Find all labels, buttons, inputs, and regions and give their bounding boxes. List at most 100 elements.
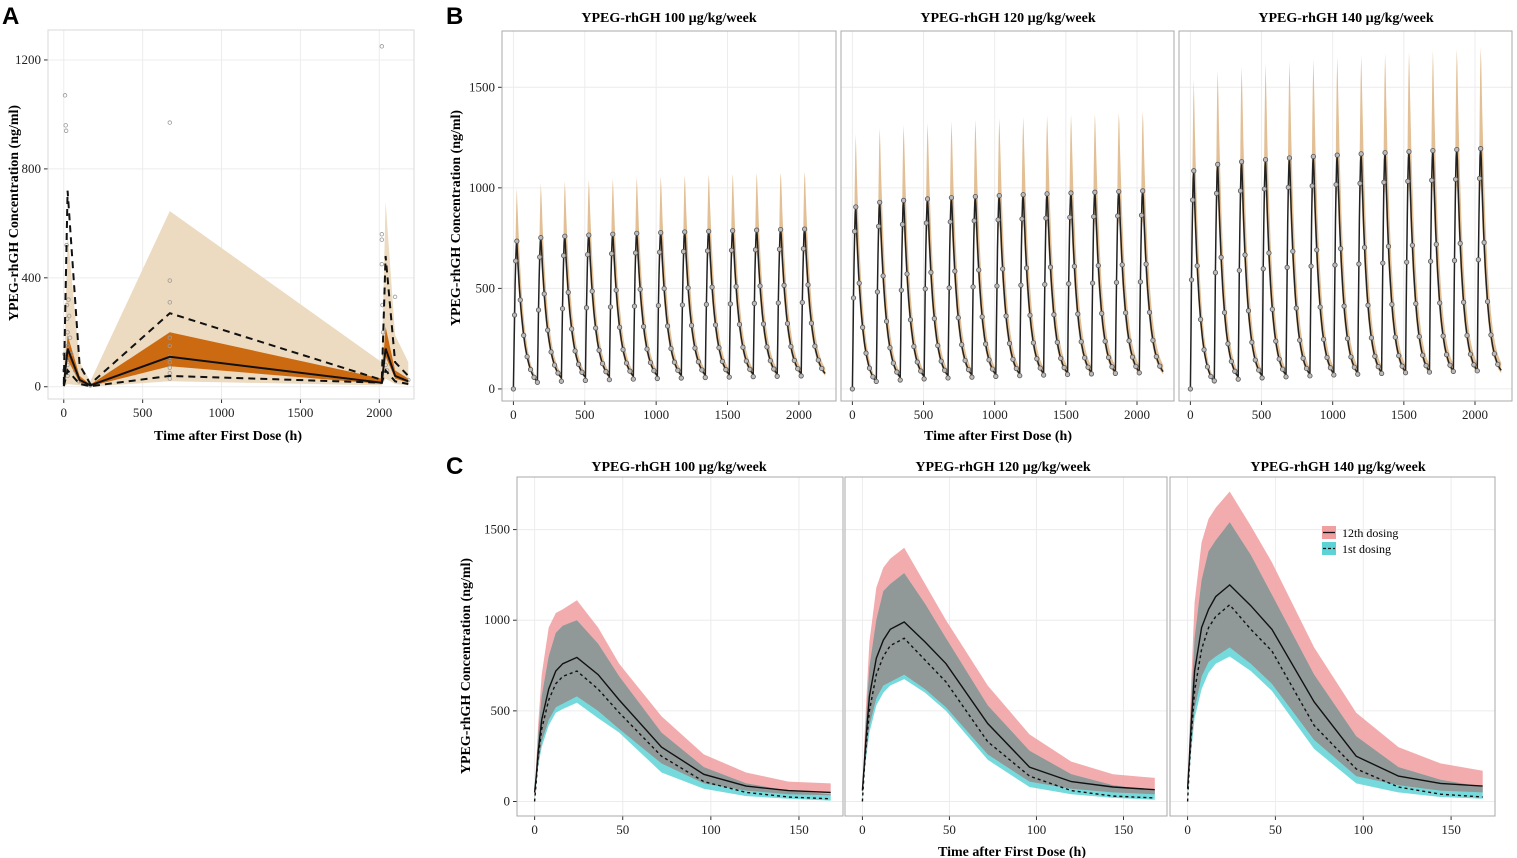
panel-b-title-120: YPEG-rhGH 120 µg/kg/week	[920, 11, 1096, 26]
panel-b-facet-3-observed-point	[1450, 368, 1456, 375]
panel-b-facet-3-observed-point	[1239, 159, 1245, 165]
panel-a-median-line	[62, 348, 409, 387]
panel-b-facet-1-observed-point	[596, 347, 602, 353]
panel-b-facet-1-observed-point	[815, 357, 821, 363]
panel-b-facet-3-observed-point	[1236, 267, 1242, 274]
panel-b-facet-2-observed-point	[874, 289, 881, 295]
panel-b-facet-1-observed-point	[620, 347, 626, 353]
panel-b-facet-2-observed-point	[894, 369, 900, 375]
panel-b-facet-2-observed-point	[1137, 279, 1144, 285]
panel-b-facet-1-observed-point	[531, 374, 537, 380]
panel-b-facet-3-observed-point	[1420, 352, 1426, 358]
panel-b-facet-3-observed-point	[1314, 247, 1320, 253]
panel-a-observed-point	[63, 123, 68, 128]
panel-a-ylabel: YPEG-rhGH Concentration (ng/ml)	[7, 105, 22, 322]
panel-b-facet-2-observed-point	[1140, 188, 1146, 194]
panel-b-facet-2-observed-point	[1099, 310, 1105, 317]
panel-b-facet-1-observed-point	[754, 227, 760, 233]
panel-b-facet-2-observed-point	[1000, 266, 1006, 272]
panel-b-facet-2-observed-point	[1067, 214, 1073, 220]
panel-b-facet-3-observed-point	[1429, 177, 1435, 183]
panel-b-facet-1-observed-point	[682, 229, 688, 235]
panel-b-facet-1-observed-point	[661, 285, 667, 292]
panel-b-facet-3-observed-point	[1333, 181, 1339, 188]
panel-b-facet-1-observed-point	[716, 345, 722, 351]
panel-b-facet-1-observed-point	[634, 230, 640, 236]
panel-b-facet-3-observed-point	[1290, 248, 1296, 254]
panel-a-x-tick-label: 500	[133, 405, 153, 420]
panel-b-facet-1-observed-point	[555, 370, 561, 376]
panel-b-facet-3-observed-point	[1440, 333, 1446, 339]
panel-b-facet-2-observed-point	[1153, 354, 1159, 360]
panel-b-facet-2-observed-point	[1116, 188, 1122, 195]
panel-c-facet-2-x-tick-label: 0	[859, 822, 866, 837]
panel-b-facet-1-observed-point	[541, 291, 547, 297]
panel-b-facet-1-observed-point	[771, 366, 777, 372]
panel-a-observed-point	[167, 300, 172, 305]
panel-b-facet-2-observed-point	[1047, 264, 1054, 270]
panel-c-facet-3-median-12th	[1186, 583, 1483, 789]
panel-b-facet-1-y-tick-label: 500	[476, 280, 496, 295]
panel-b-facet-3-observed-point	[1365, 302, 1371, 308]
panel-b-facet-3-observed-point	[1303, 365, 1310, 372]
panel-b-facet-1-observed-point	[808, 320, 815, 326]
panel-b-facet-2-observed-point	[1136, 370, 1142, 376]
panel-b-facet-3-observed-point	[1341, 303, 1347, 309]
panel-b-facet-3-observed-point	[1495, 361, 1501, 367]
panel-a-chart: 0 500 1000 1500 2000 0 400 800 1200	[15, 29, 415, 420]
panel-b-facet-3-observed-point	[1194, 263, 1200, 269]
panel-b-facet-1-observed-point	[589, 288, 595, 294]
panel-b-facet-1-observed-point	[767, 358, 773, 364]
panel-b-facet-2-observed-point	[993, 373, 999, 379]
panel-b-facet-1-observed-point	[752, 247, 759, 253]
panel-b-facet-2-observed-point	[946, 285, 952, 291]
panel-b-facet-1-observed-point	[644, 346, 650, 352]
panel-c-title-140: YPEG-rhGH 140 µg/kg/week	[1250, 460, 1426, 475]
panel-b-facet-3-observed-point	[1245, 308, 1252, 314]
panel-b-facet-2-observed-point	[1143, 261, 1149, 267]
panel-b-facet-2-observed-point	[1058, 355, 1064, 361]
panel-a-observed-point	[379, 237, 385, 242]
panel-b-facet-3-observed-point	[1273, 338, 1279, 344]
panel-b-facet-1-observed-point	[582, 377, 588, 383]
panel-b-facet-3-observed-point	[1344, 335, 1351, 342]
panel-b-facet-1-observed-point	[740, 344, 746, 350]
panel-b-facet-2-observed-point	[1020, 192, 1026, 198]
panel-b-facet-3-observed-point	[1423, 363, 1429, 369]
panel-b-facet-1-observed-point	[723, 367, 729, 373]
panel-a-observed-point	[167, 360, 172, 365]
panel-b-facet-3-observed-point	[1385, 243, 1392, 249]
panel-b-facet-2-observed-point	[971, 218, 977, 224]
panel-b-facet-2-observed-point	[1085, 364, 1091, 370]
panel-b-facet-2-observed-point	[935, 342, 941, 349]
panel-a-observed-point	[392, 294, 398, 300]
panel-a-observed-point	[66, 313, 72, 319]
panel-b-facet-2-x-tick-label: 500	[914, 407, 934, 422]
panel-b-facet-2-observed-point	[1054, 339, 1060, 345]
panel-b-facet-2-observed-point	[959, 342, 965, 348]
panel-b-facet-3-observed-point	[1320, 336, 1327, 342]
panel-b-facet-1-observed-point	[702, 374, 708, 381]
panel-b-facet-3-x-tick-label: 2000	[1462, 407, 1488, 422]
panel-b-facet-2-observed-point	[1091, 214, 1097, 220]
panel-b-facet-2-observed-point	[1068, 190, 1074, 196]
panel-b-facet-2-observed-point	[1095, 262, 1101, 269]
panel-b-facet-3-observed-point	[1256, 367, 1262, 373]
panel-b-facet-3-observed-point	[1379, 370, 1385, 377]
panel-b-facet-2-observed-point	[982, 341, 989, 347]
panel-b-facet-1-observed-point	[613, 287, 619, 293]
panel-b-facet-3-observed-point	[1481, 239, 1487, 246]
panel-c-facet-3-x-tick-label: 100	[1353, 822, 1373, 837]
panel-b-facet-3-observed-point	[1228, 358, 1234, 364]
panel-a-observed-point	[379, 232, 385, 237]
panel-b-facet-3-observed-point	[1464, 332, 1470, 339]
panel-b-facet-3-observed-point	[1334, 152, 1340, 158]
panel-b-facet-2-observed-point	[1090, 280, 1096, 286]
panel-b-facet-3-observed-point	[1280, 366, 1286, 372]
panel-b-facet-2-observed-point	[850, 295, 857, 301]
panel-b-facet-1-observed-point	[558, 378, 564, 384]
panel-b-facet-2-observed-point	[931, 316, 937, 322]
panel-a-observed-point	[65, 343, 70, 349]
panel-b-facet-3-observed-point	[1262, 157, 1269, 163]
panel-b-facet-1-observed-point	[747, 366, 753, 372]
